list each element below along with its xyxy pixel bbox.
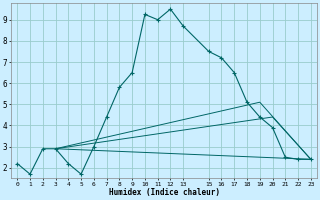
X-axis label: Humidex (Indice chaleur): Humidex (Indice chaleur): [108, 188, 220, 197]
